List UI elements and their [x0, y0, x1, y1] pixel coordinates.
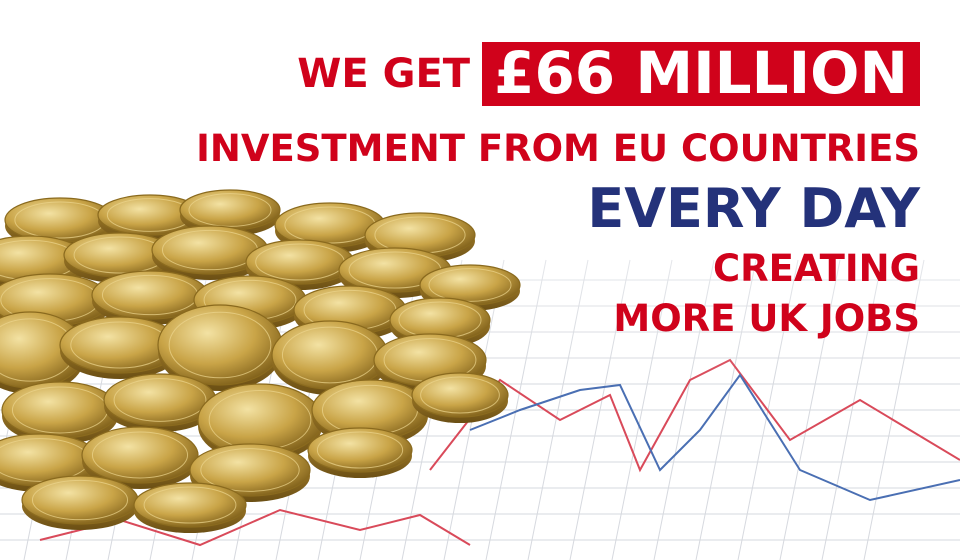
pound-coins-pile-icon: [0, 189, 521, 533]
headline-creating: CREATING: [712, 247, 920, 290]
headline-line-1: WE GET £66 MILLION: [297, 38, 920, 110]
headline-prefix: WE GET: [297, 51, 471, 97]
headline-every-day: EVERY DAY: [587, 177, 920, 240]
headline-highlight-box: £66 MILLION: [482, 42, 920, 106]
headline-investment: INVESTMENT FROM EU COUNTRIES: [196, 127, 920, 170]
headline-more-uk-jobs: MORE UK JOBS: [613, 297, 920, 340]
